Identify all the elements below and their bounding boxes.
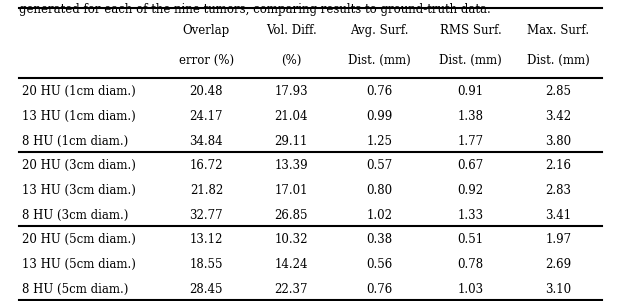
Text: 8 HU (5cm diam.): 8 HU (5cm diam.) <box>22 283 129 296</box>
Text: 26.85: 26.85 <box>275 209 308 222</box>
Text: 3.10: 3.10 <box>545 283 572 296</box>
Text: 21.04: 21.04 <box>275 110 308 123</box>
Text: Avg. Surf.: Avg. Surf. <box>350 24 408 37</box>
Text: 2.16: 2.16 <box>545 160 572 172</box>
Text: error (%): error (%) <box>179 54 234 67</box>
Text: 10.32: 10.32 <box>275 234 308 247</box>
Text: 29.11: 29.11 <box>275 135 308 148</box>
Text: 0.76: 0.76 <box>366 85 392 98</box>
Text: 13 HU (3cm diam.): 13 HU (3cm diam.) <box>22 184 136 197</box>
Text: 24.17: 24.17 <box>189 110 223 123</box>
Text: 1.02: 1.02 <box>366 209 392 222</box>
Text: 18.55: 18.55 <box>189 258 223 271</box>
Text: 20 HU (5cm diam.): 20 HU (5cm diam.) <box>22 234 136 247</box>
Text: (%): (%) <box>281 54 301 67</box>
Text: 0.67: 0.67 <box>457 160 484 172</box>
Text: RMS Surf.: RMS Surf. <box>440 24 501 37</box>
Text: 2.69: 2.69 <box>545 258 572 271</box>
Text: 16.72: 16.72 <box>189 160 223 172</box>
Text: 13 HU (1cm diam.): 13 HU (1cm diam.) <box>22 110 136 123</box>
Text: 1.33: 1.33 <box>458 209 483 222</box>
Text: 2.85: 2.85 <box>545 85 572 98</box>
Text: 1.25: 1.25 <box>366 135 392 148</box>
Text: 3.80: 3.80 <box>545 135 572 148</box>
Text: 0.51: 0.51 <box>458 234 483 247</box>
Text: 2.83: 2.83 <box>545 184 572 197</box>
Text: 13.12: 13.12 <box>189 234 223 247</box>
Text: 0.91: 0.91 <box>458 85 483 98</box>
Text: Dist. (mm): Dist. (mm) <box>348 54 411 67</box>
Text: Vol. Diff.: Vol. Diff. <box>266 24 317 37</box>
Text: 3.41: 3.41 <box>545 209 572 222</box>
Text: 1.38: 1.38 <box>458 110 483 123</box>
Text: 0.76: 0.76 <box>366 283 392 296</box>
Text: Dist. (mm): Dist. (mm) <box>439 54 502 67</box>
Text: 0.80: 0.80 <box>366 184 392 197</box>
Text: 32.77: 32.77 <box>189 209 223 222</box>
Text: 22.37: 22.37 <box>275 283 308 296</box>
Text: 34.84: 34.84 <box>189 135 223 148</box>
Text: Overlap: Overlap <box>183 24 230 37</box>
Text: 20 HU (1cm diam.): 20 HU (1cm diam.) <box>22 85 136 98</box>
Text: 0.78: 0.78 <box>458 258 483 271</box>
Text: 3.42: 3.42 <box>545 110 572 123</box>
Text: 28.45: 28.45 <box>189 283 223 296</box>
Text: Max. Surf.: Max. Surf. <box>527 24 589 37</box>
Text: 0.57: 0.57 <box>366 160 392 172</box>
Text: 0.56: 0.56 <box>366 258 392 271</box>
Text: 17.01: 17.01 <box>275 184 308 197</box>
Text: 0.99: 0.99 <box>366 110 392 123</box>
Text: 14.24: 14.24 <box>275 258 308 271</box>
Text: 8 HU (3cm diam.): 8 HU (3cm diam.) <box>22 209 129 222</box>
Text: 21.82: 21.82 <box>190 184 223 197</box>
Text: 13.39: 13.39 <box>275 160 308 172</box>
Text: 8 HU (1cm diam.): 8 HU (1cm diam.) <box>22 135 129 148</box>
Text: 20.48: 20.48 <box>189 85 223 98</box>
Text: 1.97: 1.97 <box>545 234 572 247</box>
Text: Dist. (mm): Dist. (mm) <box>527 54 590 67</box>
Text: generated for each of the nine tumors, comparing results to ground-truth data.: generated for each of the nine tumors, c… <box>19 3 491 16</box>
Text: 20 HU (3cm diam.): 20 HU (3cm diam.) <box>22 160 136 172</box>
Text: 17.93: 17.93 <box>275 85 308 98</box>
Text: 1.03: 1.03 <box>458 283 483 296</box>
Text: 1.77: 1.77 <box>458 135 483 148</box>
Text: 0.38: 0.38 <box>366 234 392 247</box>
Text: 13 HU (5cm diam.): 13 HU (5cm diam.) <box>22 258 136 271</box>
Text: 0.92: 0.92 <box>458 184 483 197</box>
